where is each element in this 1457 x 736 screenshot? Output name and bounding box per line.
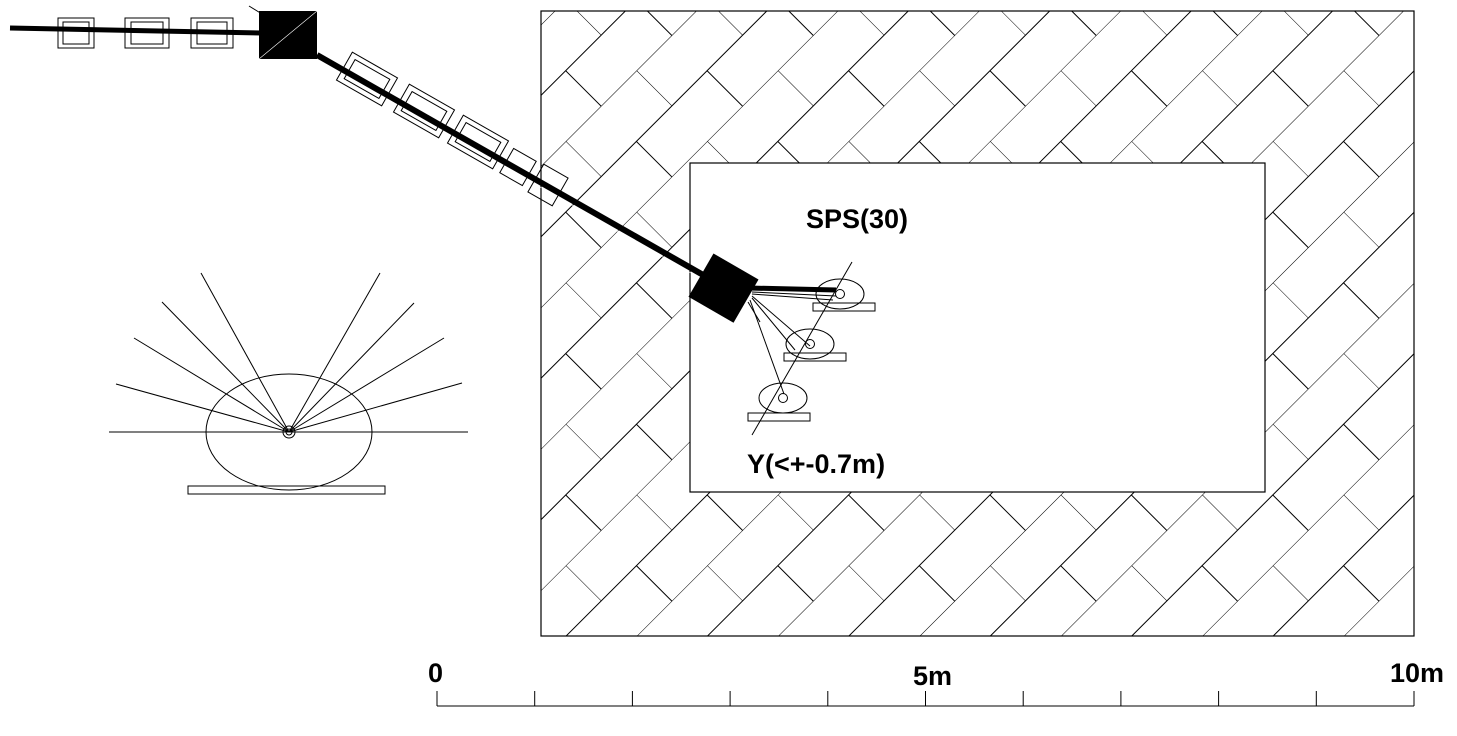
magnet-2 [124,17,170,49]
scale-label-start: 0 [428,658,444,688]
target-detail [109,272,468,495]
detail-cryostat [205,373,373,491]
detail-support [187,485,386,495]
diagonal-beamline [315,51,714,286]
detail-ray-fan [115,272,463,433]
y-range-label: Y(<+-0.7m) [747,449,886,479]
sps-label: SPS(30) [806,204,909,234]
magnet-3-core [196,21,228,45]
magnet-1-core [62,21,90,45]
beam-to-target [748,285,837,293]
beam-pipe-diagonal-edge [316,59,713,286]
magnet-1 [57,17,95,49]
spectrometer-setup [688,253,876,436]
target-position-top [812,278,876,312]
detail-target-inner [285,428,293,436]
target-position-middle [783,328,847,362]
target-position-bottom [747,382,811,422]
upstream-magnets [57,17,234,49]
scale-label-end: 10m [1390,658,1445,688]
spectrometer-rays [747,291,837,395]
detail-target-outer [282,425,296,439]
spectrometer-magnet [688,253,759,323]
magnet-diagonal [258,10,318,60]
shielding-hall [540,10,1415,637]
experimental-area [689,162,1266,493]
incoming-beamline [9,5,318,60]
y-axis-scan-line [751,261,853,436]
diagonal-magnets [335,51,569,207]
magnet-3 [190,17,234,49]
scale-label-mid: 5m [913,661,953,691]
magnet-2-core [130,21,164,45]
beam-pipe-upstream [9,25,263,36]
scale-bar [436,691,1415,707]
